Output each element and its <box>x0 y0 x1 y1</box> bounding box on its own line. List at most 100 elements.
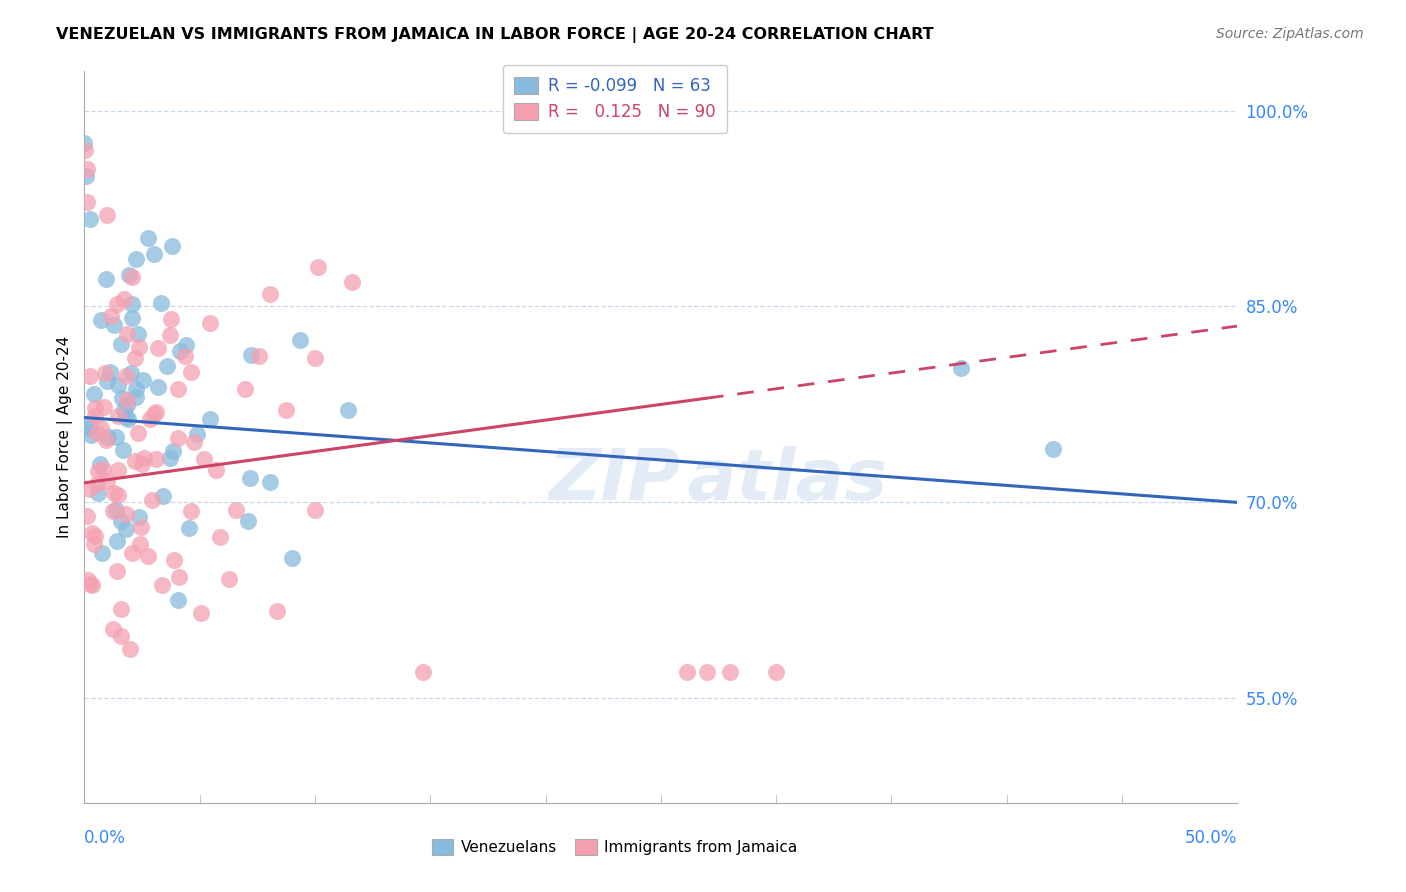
Venezuelans <box>169 344 191 359</box>
Immigrants from Jamaica <box>86 476 108 491</box>
Venezuelans <box>239 470 262 484</box>
Immigrants from Jamaica <box>307 260 329 274</box>
Venezuelans <box>107 377 129 392</box>
Venezuelans <box>177 521 200 535</box>
Immigrants from Jamaica <box>145 452 167 467</box>
Immigrants from Jamaica <box>114 508 136 522</box>
Venezuelans <box>79 211 101 226</box>
Venezuelans <box>80 428 103 442</box>
Immigrants from Jamaica <box>128 537 150 551</box>
Venezuelans <box>118 268 141 283</box>
Venezuelans <box>143 246 166 260</box>
Venezuelans <box>288 333 311 347</box>
Immigrants from Jamaica <box>225 502 247 516</box>
Venezuelans <box>124 252 146 266</box>
Immigrants from Jamaica <box>143 408 166 422</box>
Venezuelans <box>96 374 118 388</box>
Venezuelans <box>103 318 125 333</box>
Venezuelans <box>281 550 304 565</box>
Immigrants from Jamaica <box>83 409 105 423</box>
Venezuelans <box>100 365 122 379</box>
Immigrants from Jamaica <box>180 365 202 379</box>
Venezuelans <box>90 313 112 327</box>
Immigrants from Jamaica <box>76 162 98 177</box>
Venezuelans <box>75 169 97 183</box>
Immigrants from Jamaica <box>101 504 124 518</box>
Immigrants from Jamaica <box>118 641 141 656</box>
Venezuelans <box>105 534 128 549</box>
Venezuelans <box>949 360 972 375</box>
Venezuelans <box>125 390 148 404</box>
Venezuelans <box>162 238 184 252</box>
Immigrants from Jamaica <box>146 342 169 356</box>
Venezuelans <box>124 383 146 397</box>
Venezuelans <box>83 387 105 401</box>
Immigrants from Jamaica <box>84 401 107 415</box>
Immigrants from Jamaica <box>121 546 143 560</box>
Immigrants from Jamaica <box>93 400 115 414</box>
Venezuelans <box>156 359 179 373</box>
Immigrants from Jamaica <box>183 435 205 450</box>
Venezuelans <box>97 430 120 444</box>
Venezuelans <box>128 510 150 524</box>
Immigrants from Jamaica <box>79 369 101 384</box>
Venezuelans <box>87 486 110 500</box>
Venezuelans <box>104 503 127 517</box>
Immigrants from Jamaica <box>139 412 162 426</box>
Immigrants from Jamaica <box>276 403 298 417</box>
Immigrants from Jamaica <box>84 529 107 543</box>
Venezuelans <box>110 514 132 528</box>
Immigrants from Jamaica <box>718 665 741 680</box>
Immigrants from Jamaica <box>169 570 191 584</box>
Venezuelans <box>1042 442 1064 456</box>
Immigrants from Jamaica <box>103 486 125 500</box>
Immigrants from Jamaica <box>87 464 110 478</box>
Immigrants from Jamaica <box>107 409 129 423</box>
Venezuelans <box>121 311 143 326</box>
Immigrants from Jamaica <box>115 393 138 408</box>
Venezuelans <box>148 380 170 394</box>
Venezuelans <box>117 412 139 426</box>
Immigrants from Jamaica <box>117 327 139 342</box>
Immigrants from Jamaica <box>121 269 143 284</box>
Venezuelans <box>337 403 360 417</box>
Immigrants from Jamaica <box>105 564 128 578</box>
Immigrants from Jamaica <box>304 503 326 517</box>
Immigrants from Jamaica <box>86 425 108 440</box>
Immigrants from Jamaica <box>127 426 149 441</box>
Immigrants from Jamaica <box>304 351 326 365</box>
Immigrants from Jamaica <box>247 349 270 363</box>
Venezuelans <box>115 409 138 424</box>
Immigrants from Jamaica <box>129 520 152 534</box>
Immigrants from Jamaica <box>96 474 118 488</box>
Immigrants from Jamaica <box>103 622 125 636</box>
Venezuelans <box>112 403 135 417</box>
Venezuelans <box>111 442 134 457</box>
Venezuelans <box>149 296 172 310</box>
Text: VENEZUELAN VS IMMIGRANTS FROM JAMAICA IN LABOR FORCE | AGE 20-24 CORRELATION CHA: VENEZUELAN VS IMMIGRANTS FROM JAMAICA IN… <box>56 27 934 43</box>
Venezuelans <box>127 327 149 342</box>
Immigrants from Jamaica <box>174 349 197 363</box>
Text: 0.0%: 0.0% <box>84 829 127 847</box>
Immigrants from Jamaica <box>193 452 215 467</box>
Legend: Venezuelans, Immigrants from Jamaica: Venezuelans, Immigrants from Jamaica <box>426 833 804 861</box>
Immigrants from Jamaica <box>266 604 288 618</box>
Immigrants from Jamaica <box>205 462 228 476</box>
Immigrants from Jamaica <box>132 450 155 465</box>
Immigrants from Jamaica <box>159 312 181 326</box>
Text: ZIP atlas: ZIP atlas <box>548 447 889 516</box>
Immigrants from Jamaica <box>124 454 146 468</box>
Immigrants from Jamaica <box>166 431 188 445</box>
Immigrants from Jamaica <box>107 463 129 477</box>
Immigrants from Jamaica <box>83 537 105 551</box>
Immigrants from Jamaica <box>180 504 202 518</box>
Immigrants from Jamaica <box>76 194 98 209</box>
Venezuelans <box>259 475 281 489</box>
Immigrants from Jamaica <box>90 421 112 435</box>
Venezuelans <box>121 297 143 311</box>
Immigrants from Jamaica <box>141 492 163 507</box>
Immigrants from Jamaica <box>76 508 98 523</box>
Venezuelans <box>77 421 100 435</box>
Immigrants from Jamaica <box>77 574 100 588</box>
Immigrants from Jamaica <box>107 488 129 502</box>
